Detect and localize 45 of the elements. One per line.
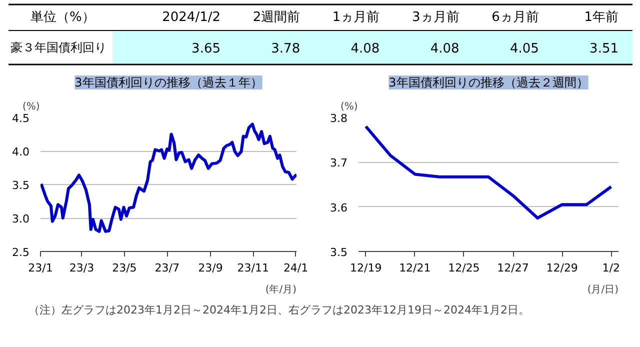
y-axis-title: (%) [340, 102, 358, 112]
x-tick-label: 12/29 [546, 262, 578, 274]
y-tick-label: 2.5 [12, 246, 30, 259]
data-label: 3.78 [271, 42, 300, 56]
data-label: 4.08 [430, 42, 460, 56]
y-tick-label: 3.6 [330, 201, 348, 214]
x-tick-label: 24/1 [283, 262, 308, 274]
x-tick-label: 12/27 [497, 262, 529, 274]
y-tick-label: 4.0 [12, 146, 30, 158]
x-tick-label: 12/19 [350, 262, 382, 274]
y-tick-label: 3.0 [12, 212, 30, 226]
y-axis-title: (%) [22, 102, 40, 112]
data-label: 3.65 [192, 42, 221, 56]
x-tick-label: 23/7 [154, 262, 180, 274]
y-tick-label: 3.5 [12, 179, 30, 192]
category-label: 1ヵ月前 [332, 10, 380, 25]
y-tick-label: 3.8 [330, 112, 348, 125]
text: （注）左グラフは2023年1月2日～2024年1月2日、右グラフは2023年12月19日～2024年1月2日。 [28, 304, 530, 316]
series-label: 豪３年国債利回り [10, 40, 106, 54]
category-label: 2024/1/2 [162, 10, 221, 25]
chart-title: 3年国債利回りの推移（過去２週間） [388, 76, 588, 90]
text: 単位（%） [30, 10, 95, 25]
data-label: 3.51 [590, 42, 619, 56]
data-label: 4.08 [350, 42, 380, 56]
x-axis-title: (月/日) [587, 284, 619, 296]
data-label: 4.05 [510, 42, 539, 56]
x-tick-label: 23/3 [69, 262, 94, 274]
x-tick-label: 12/21 [399, 262, 431, 274]
y-tick-label: 3.7 [330, 156, 348, 170]
x-tick-label: 23/5 [112, 262, 137, 274]
category-label: 1年前 [584, 10, 619, 25]
x-tick-label: 23/1 [28, 262, 53, 274]
y-tick-label: 4.5 [12, 112, 30, 125]
x-tick-label: 23/9 [198, 262, 223, 274]
category-label: 3ヵ月前 [412, 10, 460, 25]
line-series [364, 124, 613, 220]
x-axis-title: (年/月) [265, 284, 297, 296]
y-tick-label: 3.5 [330, 246, 348, 259]
x-tick-label: 23/11 [237, 262, 269, 274]
category-label: 2週間前 [252, 10, 300, 25]
line-series [40, 122, 296, 233]
x-tick-label: 12/25 [448, 262, 480, 274]
category-label: 6ヵ月前 [492, 10, 539, 25]
x-tick-label: 1/2 [602, 262, 620, 274]
chart-title: 3年国債利回りの推移（過去１年） [74, 76, 262, 90]
